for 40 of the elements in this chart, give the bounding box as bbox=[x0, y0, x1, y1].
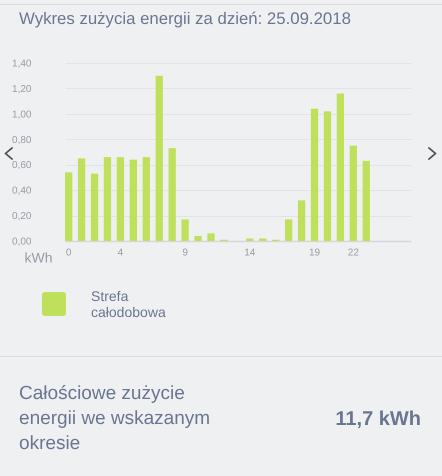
bar bbox=[246, 238, 254, 241]
bar bbox=[78, 158, 86, 241]
bar bbox=[116, 157, 124, 241]
y-tick-label: 0,40 bbox=[12, 186, 32, 197]
text: Całościowe zużycie energii we wskazanym okresie bbox=[19, 382, 212, 456]
legend-label: Strefa całodobowa bbox=[91, 288, 166, 320]
bar bbox=[142, 157, 150, 241]
x-tick-label: 4 bbox=[118, 248, 124, 258]
x-tick-label: 14 bbox=[244, 248, 256, 258]
bar bbox=[324, 111, 332, 241]
y-tick-label: 1,00 bbox=[12, 109, 32, 120]
y-tick-label: 1,40 bbox=[12, 58, 32, 70]
x-tick-label: 19 bbox=[308, 248, 321, 258]
x-tick-label: 22 bbox=[348, 248, 360, 258]
text: 11,7 kWh bbox=[335, 407, 421, 432]
bar bbox=[181, 219, 189, 241]
y-tick-label: 0,60 bbox=[12, 160, 32, 172]
bar bbox=[168, 148, 176, 241]
x-tick-label: 0 bbox=[66, 248, 72, 258]
bar bbox=[350, 146, 357, 241]
bar bbox=[362, 160, 370, 241]
y-tick-label: 0,80 bbox=[12, 134, 32, 146]
bar bbox=[194, 236, 202, 241]
bar bbox=[310, 108, 318, 241]
bar bbox=[104, 157, 112, 241]
y-tick-label: 1,20 bbox=[12, 84, 32, 95]
bar bbox=[259, 238, 266, 241]
bar bbox=[298, 200, 306, 241]
bar bbox=[156, 76, 163, 241]
x-tick-label: 9 bbox=[182, 248, 188, 258]
y-axis-title: kWh bbox=[24, 250, 52, 266]
bar bbox=[207, 233, 215, 241]
bar bbox=[90, 174, 98, 241]
bar bbox=[336, 94, 344, 241]
chart-title: Wykres zużycia energii za dzień: 25.09.2018 bbox=[19, 9, 351, 28]
y-tick-label: 0,00 bbox=[12, 236, 32, 248]
y-tick-label: 0,20 bbox=[12, 211, 32, 222]
bar bbox=[284, 219, 292, 241]
bar bbox=[130, 160, 137, 241]
bar bbox=[65, 172, 72, 241]
